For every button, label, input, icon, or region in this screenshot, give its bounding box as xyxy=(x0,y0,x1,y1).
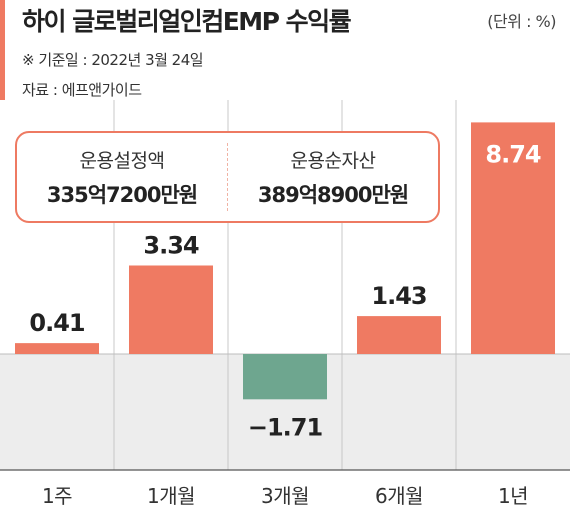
bar-1주 xyxy=(15,343,99,354)
fund-setting-label: 운용설정액 xyxy=(79,149,165,172)
fund-setting-amount: 운용설정액 335억7200만원 xyxy=(17,133,227,221)
value-label-1년: 8.74 xyxy=(485,140,541,168)
fund-info-box: 운용설정액 335억7200만원 운용순자산 389억8900만원 xyxy=(15,131,440,223)
data-source: 자료 : 에프앤가이드 xyxy=(22,81,142,99)
accent-bar xyxy=(0,0,5,100)
value-label-1주: 0.41 xyxy=(29,309,85,337)
x-tick-label-1주: 1주 xyxy=(42,484,72,508)
bar-3개월 xyxy=(243,354,327,400)
net-assets-value: 389억8900만원 xyxy=(257,182,409,207)
unit-label: (단위 : %) xyxy=(487,12,556,31)
value-label-1개월: 3.34 xyxy=(143,231,199,259)
bar-1개월 xyxy=(129,265,213,354)
value-label-6개월: 1.43 xyxy=(371,282,426,310)
fund-setting-value: 335억7200만원 xyxy=(46,182,198,207)
bar-1년 xyxy=(471,122,555,354)
x-tick-label-6개월: 6개월 xyxy=(375,484,423,508)
bar-6개월 xyxy=(357,316,441,354)
chart-title: 하이 글로벌리얼인컴EMP 수익률 xyxy=(22,7,352,36)
x-tick-label-1년: 1년 xyxy=(498,484,528,508)
x-tick-label-1개월: 1개월 xyxy=(147,484,195,508)
fund-net-assets: 운용순자산 389억8900만원 xyxy=(227,143,438,211)
reference-date: ※ 기준일 : 2022년 3월 24일 xyxy=(22,51,204,69)
x-tick-label-3개월: 3개월 xyxy=(261,484,309,508)
value-label-3개월: −1.71 xyxy=(248,413,323,441)
net-assets-label: 운용순자산 xyxy=(290,149,376,172)
